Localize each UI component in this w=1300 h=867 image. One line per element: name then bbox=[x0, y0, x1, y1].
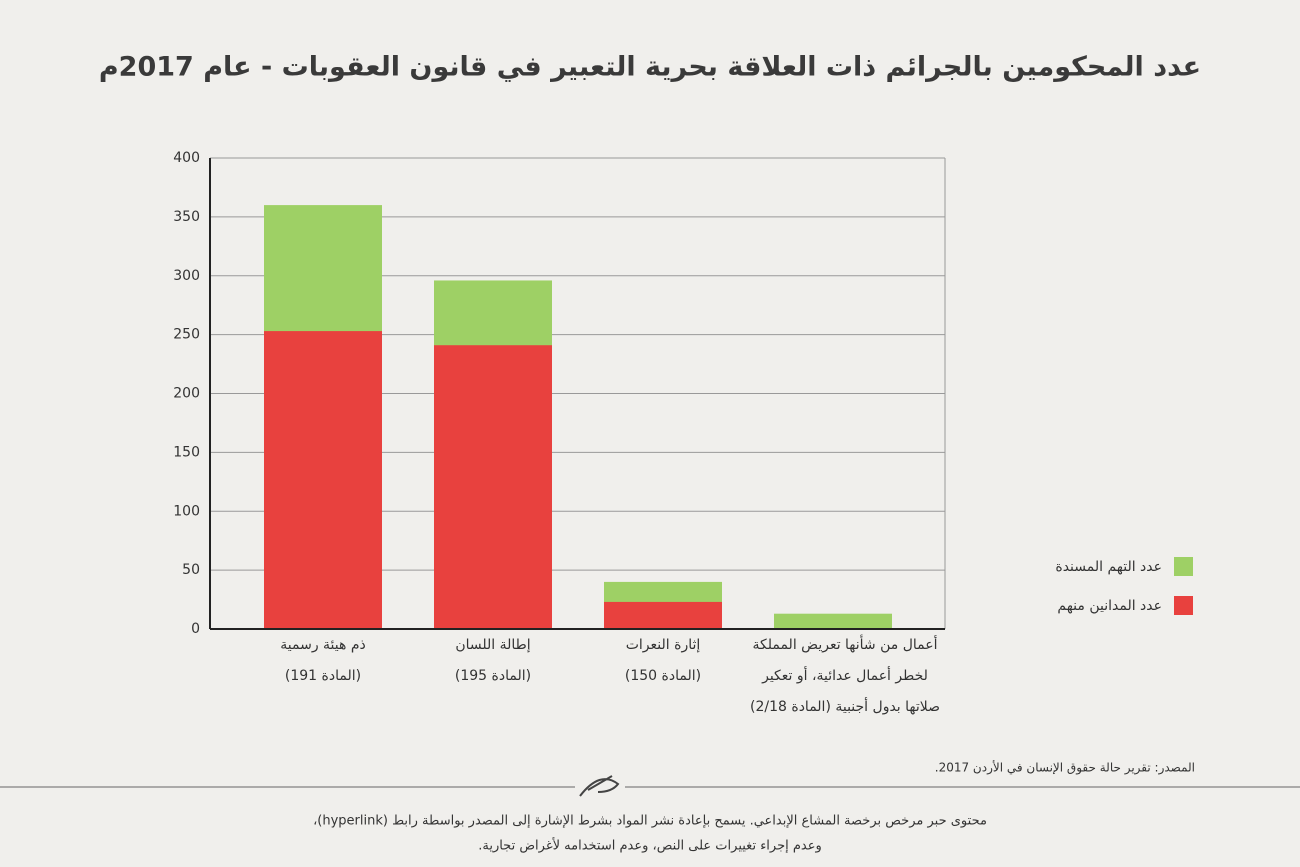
x-tick-label: (المادة 195) bbox=[455, 668, 531, 684]
x-tick-label: أعمال من شأنها تعريض المملكة bbox=[753, 634, 938, 653]
y-tick-label: 150 bbox=[173, 444, 200, 460]
x-tick-label: (المادة 191) bbox=[285, 668, 361, 684]
bar bbox=[264, 331, 382, 629]
footer-line: وعدم إجراء تغييرات على النص، وعدم استخدا… bbox=[478, 837, 822, 854]
footer-line: محتوى حبر مرخص برخصة المشاع الإبداعي. يس… bbox=[313, 814, 987, 829]
x-tick-label: إطالة اللسان bbox=[455, 637, 530, 653]
bar bbox=[434, 345, 552, 629]
y-tick-label: 100 bbox=[173, 503, 200, 519]
source: المصدر: تقرير حالة حقوق الإنسان في الأرد… bbox=[935, 760, 1195, 776]
y-tick-label: 200 bbox=[173, 386, 200, 402]
x-tick-label: ذم هيئة رسمية bbox=[280, 637, 365, 653]
y-tick-label: 0 bbox=[191, 621, 200, 637]
x-tick-label: إثارة النعرات bbox=[626, 637, 701, 653]
bar bbox=[774, 613, 892, 629]
logo bbox=[579, 775, 620, 797]
bar bbox=[604, 601, 722, 629]
y-tick-label: 400 bbox=[173, 150, 200, 166]
y-tick-label: 50 bbox=[182, 562, 200, 578]
y-tick-label: 250 bbox=[173, 327, 200, 343]
x-tick-label: لخطر أعمال عدائية، أو تعكير bbox=[761, 666, 928, 684]
legend-swatch bbox=[1174, 557, 1193, 576]
x-tick-label: (المادة 150) bbox=[625, 668, 701, 684]
legend-label: عدد المدانين منهم bbox=[1057, 598, 1162, 614]
y-tick-label: 300 bbox=[173, 268, 200, 284]
chart-title: عدد المحكومين بالجرائم ذات العلاقة بحرية… bbox=[99, 52, 1201, 83]
legend-swatch bbox=[1174, 596, 1193, 615]
x-tick-label: صلاتها بدول أجنبية (المادة 2/18) bbox=[750, 697, 940, 715]
legend-label: عدد التهم المسندة bbox=[1055, 559, 1162, 575]
y-tick-label: 350 bbox=[173, 209, 200, 225]
